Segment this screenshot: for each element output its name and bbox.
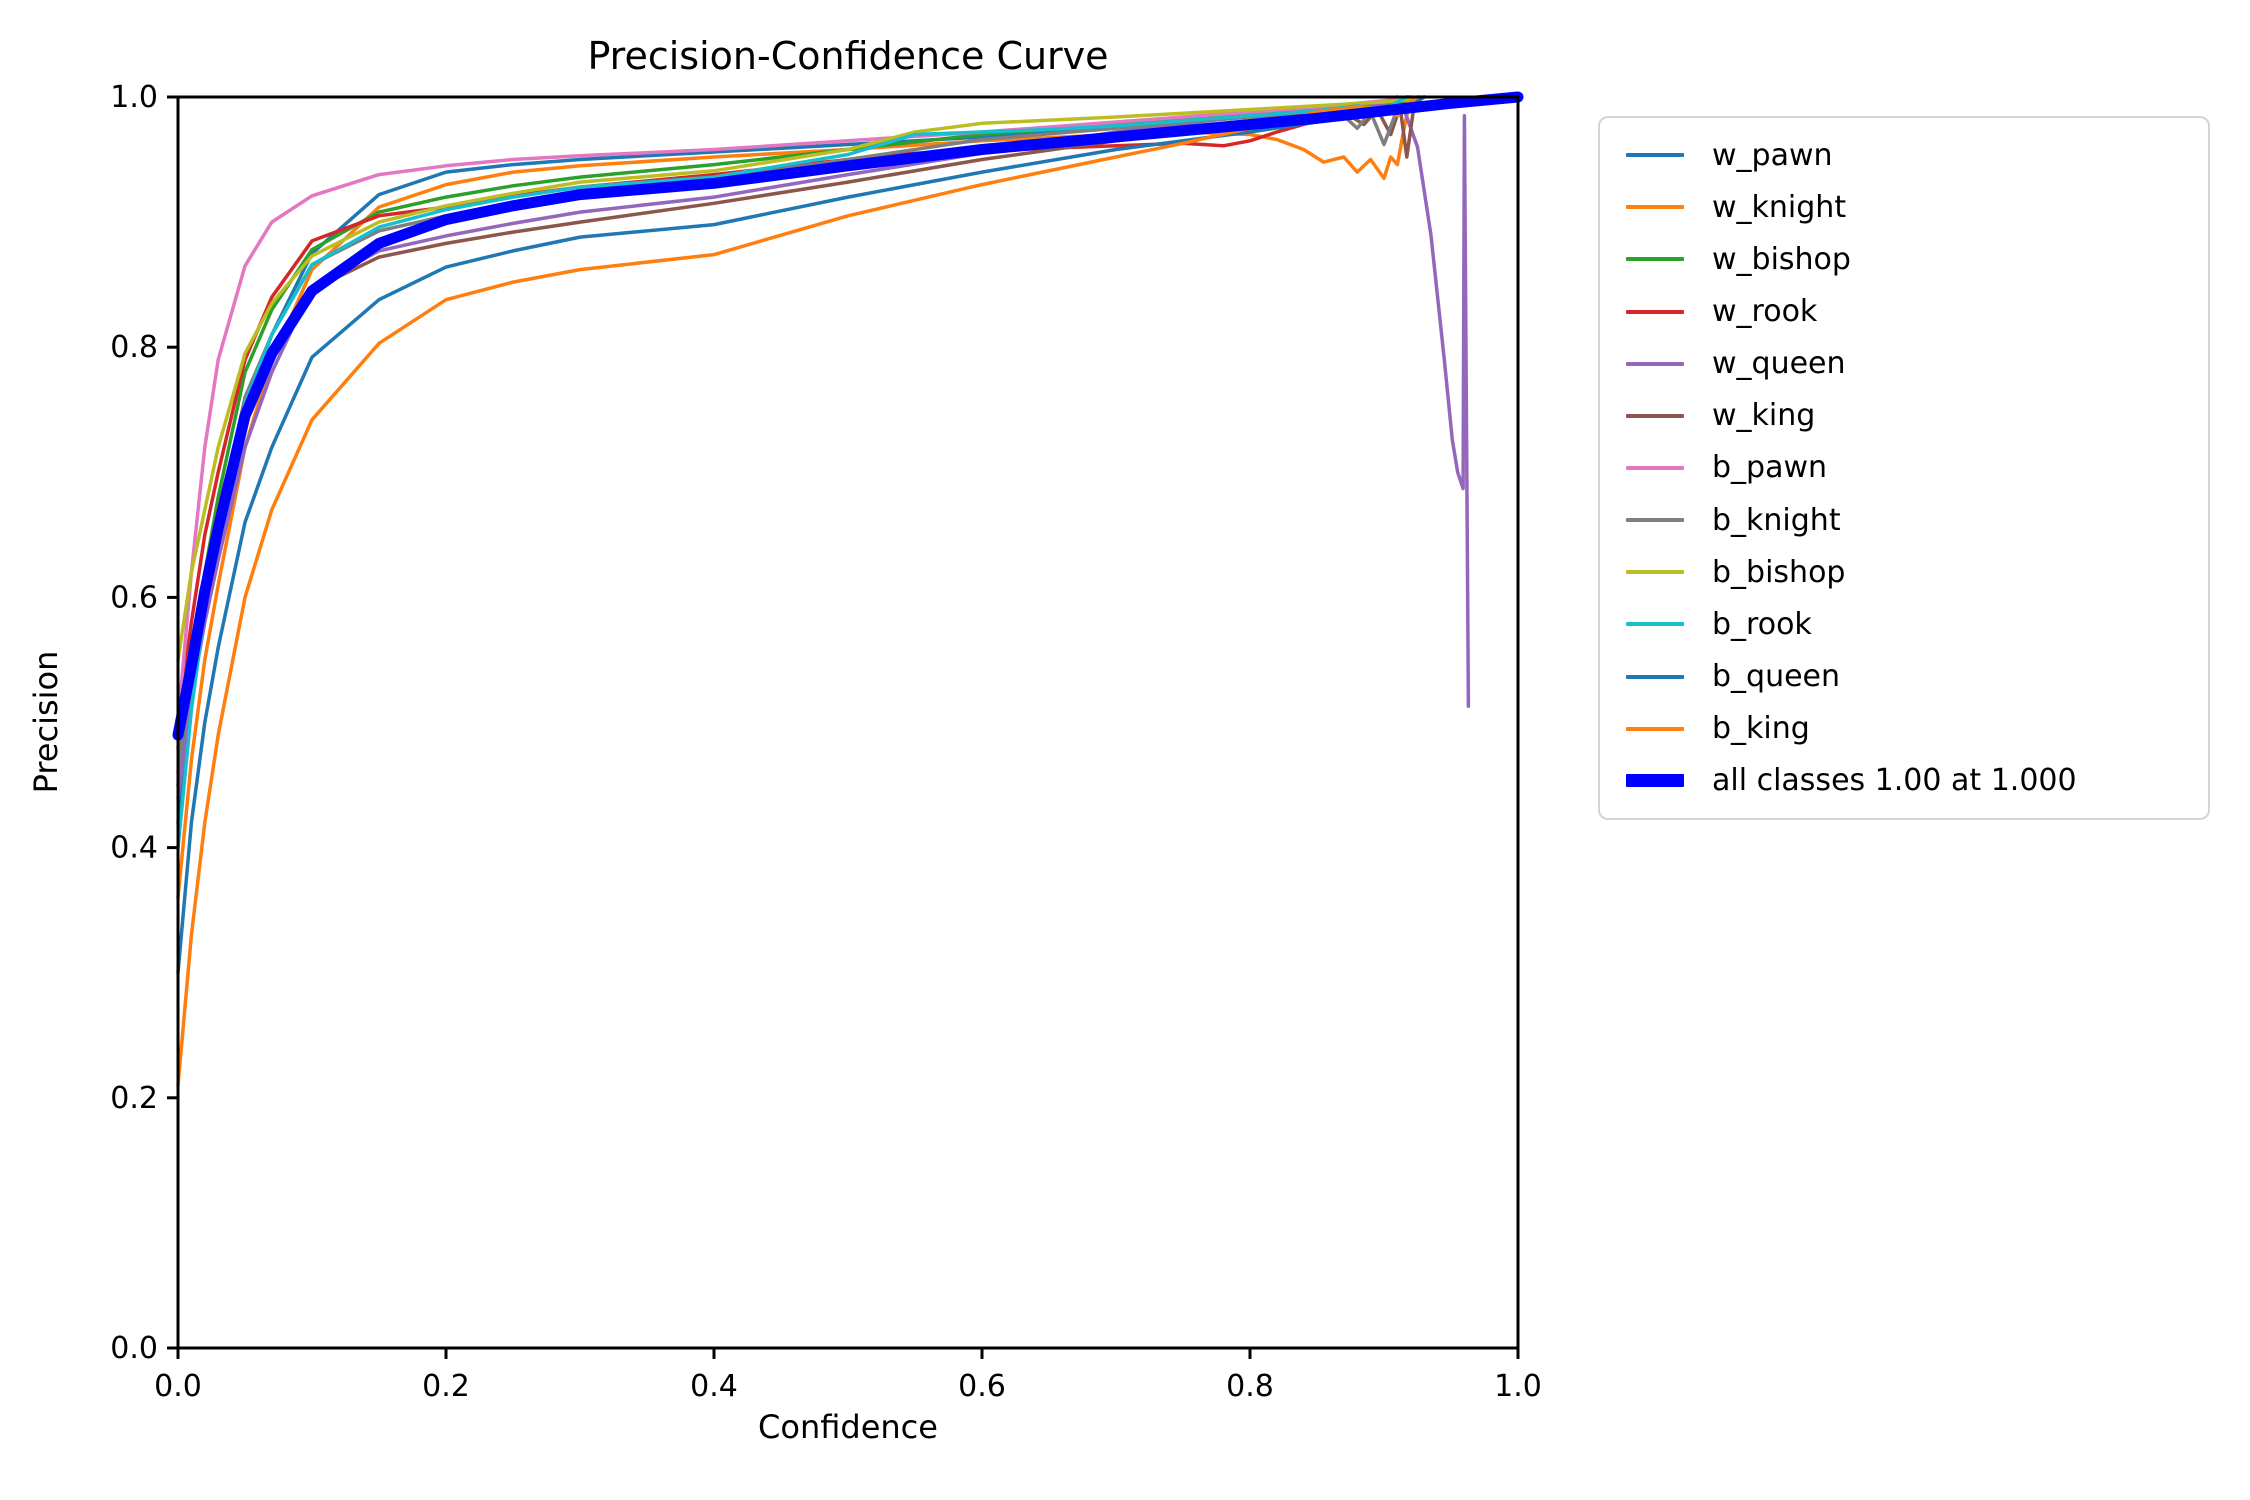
x-tick-label: 0.0: [154, 1369, 202, 1404]
legend: w_pawn w_knight w_bishop w_rook w_queen w_kin…: [1598, 116, 2210, 820]
curve-b-knight: [176, 95, 1413, 775]
curve-w-king: [176, 95, 1422, 750]
legend-swatch: [1626, 774, 1684, 788]
legend-label: b_rook: [1712, 606, 1812, 642]
legend-label: w_pawn: [1712, 137, 1833, 173]
legend-label: b_pawn: [1712, 450, 1828, 486]
curve-w-knight: [176, 95, 1413, 900]
legend-swatch: [1626, 361, 1684, 366]
legend-swatch: [1626, 309, 1684, 314]
curve-w-queen: [176, 104, 1471, 800]
legend-swatch: [1626, 570, 1684, 575]
legend-label: b_bishop: [1712, 554, 1846, 590]
legend-label: w_knight: [1712, 189, 1847, 225]
legend-swatch: [1626, 465, 1684, 470]
legend-label: b_queen: [1712, 659, 1841, 695]
x-tick-label: 0.2: [422, 1369, 470, 1404]
legend-label: b_king: [1712, 711, 1810, 747]
legend-item-w-knight: w_knight: [1620, 182, 2188, 232]
legend-swatch: [1626, 622, 1684, 627]
legend-item-all-classes-1-00-at-1-000: all classes 1.00 at 1.000: [1620, 756, 2188, 806]
x-tick-label: 0.6: [958, 1369, 1006, 1404]
x-tick-label: 0.4: [690, 1369, 738, 1404]
curve-b-bishop: [176, 95, 1426, 662]
legend-label: all classes 1.00 at 1.000: [1712, 763, 2077, 799]
chart-title: Precision-Confidence Curve: [587, 34, 1109, 78]
y-tick-label: 1.0: [110, 80, 158, 115]
curve-w-bishop: [176, 95, 1420, 787]
legend-item-b-king: b_king: [1620, 704, 2188, 754]
legend-item-w-queen: w_queen: [1620, 339, 2188, 389]
y-tick-label: 0.8: [110, 330, 158, 365]
legend-label: w_queen: [1712, 346, 1846, 382]
y-tick-label: 0.2: [110, 1081, 158, 1116]
legend-swatch: [1626, 726, 1684, 731]
legend-swatch: [1626, 674, 1684, 679]
legend-item-w-bishop: w_bishop: [1620, 234, 2188, 284]
legend-label: w_king: [1712, 398, 1816, 434]
legend-swatch: [1626, 257, 1684, 262]
legend-swatch: [1626, 153, 1684, 158]
curve-w-pawn: [176, 95, 1410, 825]
y-tick-label: 0.0: [110, 1331, 158, 1366]
legend-item-w-king: w_king: [1620, 391, 2188, 441]
legend-label: w_bishop: [1712, 241, 1851, 277]
legend-swatch: [1626, 518, 1684, 523]
legend-item-b-bishop: b_bishop: [1620, 547, 2188, 597]
legend-swatch: [1626, 205, 1684, 210]
x-axis-label: Confidence: [758, 1408, 938, 1446]
legend-item-b-rook: b_rook: [1620, 599, 2188, 649]
curve-all-classes-1-00-at-1-000: [172, 91, 1524, 741]
legend-label: b_knight: [1712, 502, 1841, 538]
legend-item-w-pawn: w_pawn: [1620, 130, 2188, 180]
y-tick-label: 0.4: [110, 831, 158, 866]
legend-item-b-queen: b_queen: [1620, 652, 2188, 702]
legend-label: w_rook: [1712, 294, 1818, 330]
legend-item-b-knight: b_knight: [1620, 495, 2188, 545]
x-tick-label: 1.0: [1494, 1369, 1542, 1404]
curve-b-king: [176, 95, 1420, 1088]
plot-border: [176, 95, 1520, 1350]
x-tick-label: 0.8: [1226, 1369, 1274, 1404]
y-tick-label: 0.6: [110, 580, 158, 615]
curve-b-pawn: [176, 95, 1426, 725]
legend-swatch: [1626, 413, 1684, 418]
y-axis-label: Precision: [27, 650, 65, 794]
legend-item-b-pawn: b_pawn: [1620, 443, 2188, 493]
legend-item-w-rook: w_rook: [1620, 287, 2188, 337]
